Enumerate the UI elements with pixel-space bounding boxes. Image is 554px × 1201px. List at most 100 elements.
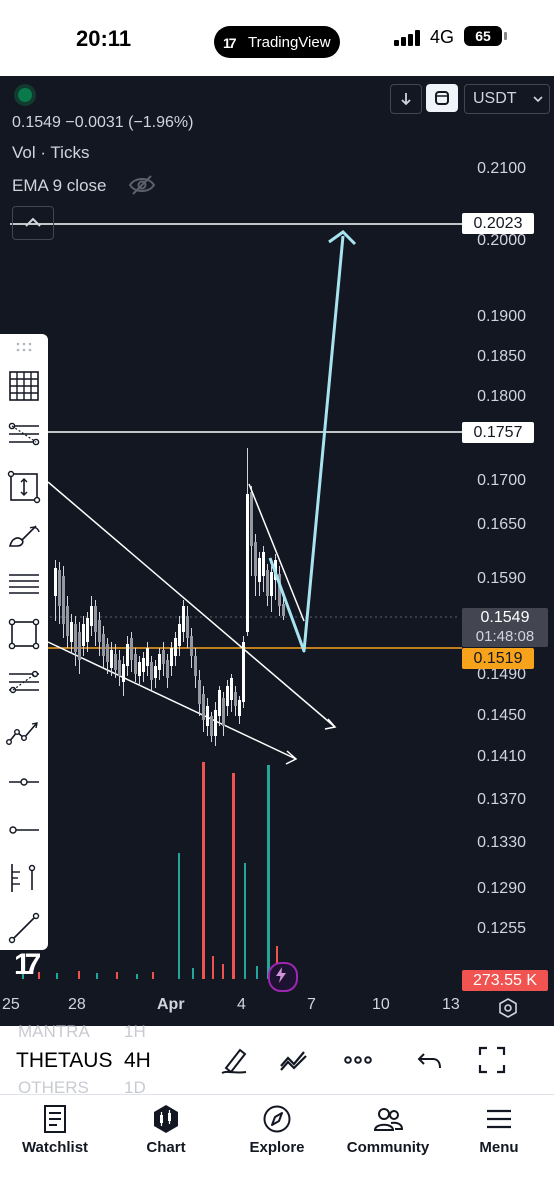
legend-price: 0.1549 −0.0031 (−1.96%) <box>12 114 194 131</box>
fullscreen-icon[interactable] <box>476 1044 508 1076</box>
price-axis-label: 0.1590 <box>477 570 526 587</box>
legend-ema[interactable]: EMA 9 close <box>12 176 107 195</box>
symbol-picker-next[interactable]: OTHERS <box>18 1078 89 1097</box>
candle-body <box>258 558 261 582</box>
chart-canvas[interactable] <box>0 76 554 1026</box>
interval-picker-next[interactable]: 1D <box>124 1078 146 1097</box>
battery-icon: 65 <box>464 26 502 46</box>
volume-tag: 273.55 K <box>462 970 548 991</box>
candle-body <box>66 606 69 636</box>
brush-icon[interactable] <box>6 518 42 554</box>
fib-retracement-icon[interactable] <box>6 418 42 454</box>
interval-picker-prev[interactable]: 1H <box>124 1022 146 1041</box>
price-axis-label: 0.1900 <box>477 308 526 325</box>
chevron-down-icon <box>533 96 543 102</box>
symbol-bar: MANTRA 1H THETAUS 4H OTHERS 1D <box>0 1022 554 1097</box>
candle-body <box>282 604 285 616</box>
candle-body <box>202 694 205 720</box>
arrow-down-icon <box>401 93 411 106</box>
candle-body <box>142 658 145 672</box>
pitchfork-icon[interactable] <box>6 664 42 700</box>
pullback-line[interactable] <box>248 483 305 622</box>
tradingview-pill[interactable]: 17 TradingView <box>214 26 340 58</box>
measure-icon[interactable] <box>6 468 42 504</box>
tab-menu[interactable]: Menu <box>444 1095 554 1175</box>
indicators-icon[interactable] <box>278 1044 310 1076</box>
candle-body <box>106 644 109 662</box>
currency-select-value: USDT <box>473 90 517 107</box>
trend-line-icon[interactable] <box>6 910 42 946</box>
pen-icon[interactable] <box>218 1044 250 1076</box>
horizontal-lines-icon[interactable] <box>6 566 42 602</box>
candle-body <box>54 568 57 596</box>
candle-body <box>182 606 185 632</box>
price-axis-label: 0.2100 <box>477 160 526 177</box>
chart-type-button[interactable] <box>426 84 458 112</box>
grid-icon[interactable] <box>6 368 42 404</box>
bolt-icon[interactable] <box>268 962 298 992</box>
collapse-legend-button[interactable] <box>12 206 54 240</box>
candle-body <box>190 636 193 656</box>
price-axis-label: 0.1700 <box>477 472 526 489</box>
volume-bars <box>22 762 278 979</box>
tab-label: Menu <box>479 1139 519 1156</box>
status-bar: 20:11 17 TradingView 4G 65 <box>0 0 554 76</box>
horizontal-line-icon[interactable] <box>6 812 42 848</box>
price-axis-label: 0.2000 <box>477 232 526 249</box>
candle-body <box>174 638 177 656</box>
tab-community[interactable]: Community <box>333 1095 443 1175</box>
long-position-icon[interactable] <box>6 860 42 896</box>
chart-area[interactable]: 0.1549 −0.0031 (−1.96%) Vol · Ticks EMA … <box>0 76 554 1026</box>
rectangle-icon[interactable] <box>6 616 42 652</box>
compass-icon <box>263 1105 291 1133</box>
price-axis-label: 0.1370 <box>477 791 526 808</box>
price-axis-label: 0.1490 <box>477 666 526 683</box>
time-axis-label: 25 <box>2 996 20 1013</box>
symbol-picker-prev[interactable]: MANTRA <box>18 1022 90 1041</box>
candle-body <box>262 552 265 576</box>
tab-watchlist[interactable]: Watchlist <box>0 1095 110 1175</box>
download-button[interactable] <box>390 84 422 114</box>
tab-label: Watchlist <box>21 1139 89 1156</box>
candle-body <box>226 686 229 706</box>
price-axis-label: 0.1450 <box>477 707 526 724</box>
eye-off-icon[interactable] <box>128 174 156 196</box>
lower-trendline-arrow <box>285 750 298 765</box>
candle-body <box>78 632 81 660</box>
currency-select[interactable]: USDT <box>464 84 550 114</box>
legend-volume[interactable]: Vol · Ticks <box>12 143 90 162</box>
price-tag-support[interactable]: 0.1519 <box>462 648 534 669</box>
candle-body <box>194 656 197 676</box>
candle-body <box>170 648 173 666</box>
candle-body <box>214 710 217 736</box>
upper-trendline[interactable] <box>47 481 336 728</box>
interval-value[interactable]: 4H <box>124 1049 151 1072</box>
candle-body <box>110 650 113 668</box>
more-icon[interactable] <box>342 1044 374 1076</box>
candle-body <box>242 642 245 702</box>
price-tag-resistance-high[interactable]: 0.2023 <box>462 213 534 234</box>
time-axis-label: 7 <box>307 996 316 1013</box>
time-axis-label: 28 <box>68 996 86 1013</box>
chevron-up-icon <box>25 217 41 227</box>
drag-handle-icon[interactable] <box>6 338 42 358</box>
tab-explore[interactable]: Explore <box>222 1095 332 1175</box>
trend-pattern-icon[interactable] <box>6 716 42 752</box>
symbol-name[interactable]: THETAUS <box>16 1049 113 1072</box>
candle-body <box>206 706 209 726</box>
battery-tip <box>504 32 507 40</box>
candle-body <box>146 648 149 666</box>
tab-chart[interactable]: Chart <box>111 1095 221 1175</box>
time-axis-label: 4 <box>237 996 246 1013</box>
candle-body <box>198 680 201 704</box>
tab-label: Explore <box>249 1139 305 1156</box>
hexagon-settings-icon[interactable] <box>498 998 518 1018</box>
projection-path[interactable] <box>268 235 345 653</box>
price-tag-resistance-mid[interactable]: 0.1757 <box>462 422 534 443</box>
horizontal-ray-icon[interactable] <box>6 764 42 800</box>
menu-icon <box>487 1109 511 1129</box>
lower-trendline[interactable] <box>47 641 297 760</box>
candle-body <box>178 624 181 646</box>
network-type: 4G <box>430 27 455 47</box>
undo-icon[interactable] <box>414 1044 446 1076</box>
